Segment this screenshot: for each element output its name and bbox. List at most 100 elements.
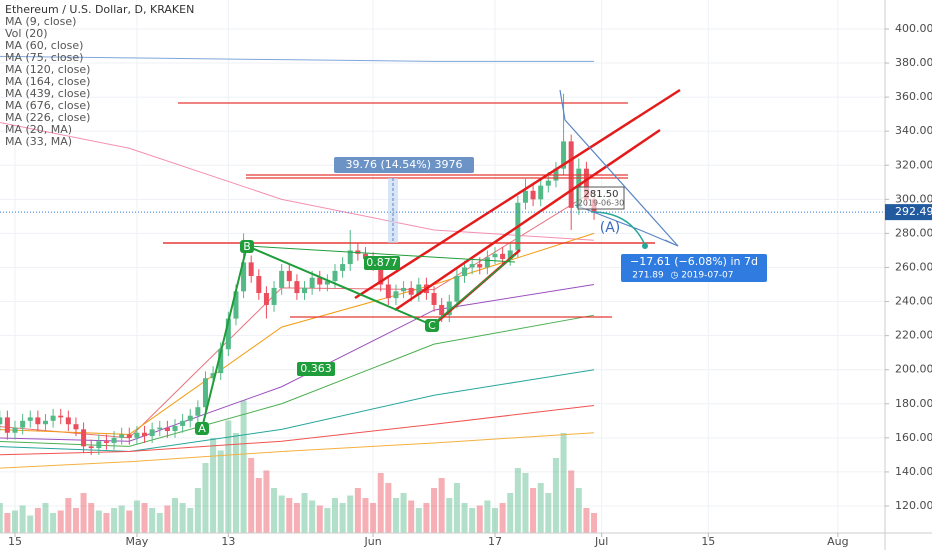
- legend-entry: MA (9, close): [5, 15, 76, 28]
- candle-body: [500, 253, 506, 259]
- y-tick-label: 240.00: [895, 295, 932, 308]
- legend-entry: MA (120, close): [5, 63, 90, 76]
- volume-bar: [111, 508, 118, 533]
- volume-bar: [80, 493, 87, 533]
- candle-body: [111, 437, 117, 443]
- volume-bar: [202, 463, 209, 533]
- volume-bar: [240, 400, 247, 533]
- volume: [0, 400, 598, 533]
- volume-bar: [88, 503, 95, 533]
- volume-bar: [476, 505, 483, 533]
- y-tick-label: 220.00: [895, 329, 932, 342]
- abc-line: [201, 244, 433, 429]
- y-tick-label: 400.00: [895, 22, 932, 35]
- candle-body: [180, 420, 186, 426]
- moving-average: [0, 284, 595, 442]
- abc-line: [246, 245, 516, 263]
- y-tick-label: 300.00: [895, 192, 932, 205]
- candle-body: [416, 284, 422, 295]
- legend-entry: MA (33, MA): [5, 135, 72, 148]
- volume-bar: [591, 513, 598, 533]
- candle-body: [248, 262, 254, 276]
- grid: [0, 0, 885, 533]
- volume-bar: [194, 488, 201, 533]
- candles: [0, 93, 597, 455]
- candle-body: [561, 141, 567, 169]
- y-tick-label: 340.00: [895, 124, 932, 137]
- candle-body: [271, 287, 277, 305]
- candle-body: [530, 190, 536, 200]
- volume-bar: [309, 500, 316, 533]
- volume-bar: [583, 508, 590, 533]
- candle-body: [378, 264, 384, 285]
- candle-body: [195, 407, 201, 416]
- candle-body: [187, 415, 193, 421]
- volume-bar: [331, 498, 338, 533]
- x-tick-label: 17: [488, 535, 502, 548]
- candle-body: [218, 349, 224, 374]
- y-tick-label: 160.00: [895, 431, 932, 444]
- volume-bar: [65, 498, 72, 533]
- legend: MA (9, close)Vol (20)MA (60, close)MA (7…: [5, 15, 90, 148]
- y-tick-label: 200.00: [895, 363, 932, 376]
- volume-bar: [255, 478, 262, 533]
- candle-body: [202, 378, 208, 408]
- last-price-label: 292.49: [895, 205, 932, 218]
- x-tick-label: 15: [701, 535, 715, 548]
- volume-bar: [149, 508, 156, 533]
- candle-body: [492, 253, 498, 258]
- volume-bar: [225, 420, 232, 533]
- forecast-change: −17.61 (−6.08%) in 7d: [630, 255, 758, 268]
- volume-bar: [362, 498, 369, 533]
- legend-entry: MA (164, close): [5, 75, 90, 88]
- volume-bar: [19, 505, 26, 533]
- candle-body: [73, 424, 79, 430]
- candle-body: [385, 284, 391, 299]
- y-tick-label: 360.00: [895, 90, 932, 103]
- candle-body: [96, 441, 102, 449]
- fib-label: 0.363: [300, 362, 332, 375]
- candle-body: [20, 420, 26, 428]
- volume-bar: [484, 500, 491, 533]
- volume-bar: [271, 488, 278, 533]
- candle-body: [225, 318, 231, 350]
- volume-bar: [324, 508, 331, 533]
- volume-bar: [446, 498, 453, 533]
- candle-body: [50, 415, 56, 421]
- volume-bar: [50, 513, 57, 533]
- forecast-arrow: [574, 204, 679, 247]
- volume-bar: [263, 470, 270, 533]
- chart-title: Ethereum / U.S. Dollar, D, KRAKEN: [5, 3, 194, 16]
- candle-body: [263, 293, 269, 305]
- volume-bar: [179, 503, 186, 533]
- candle-body: [172, 425, 178, 432]
- point-box: [195, 422, 209, 435]
- volume-bar: [385, 483, 392, 533]
- candle-body: [4, 417, 10, 433]
- axes: 120.00 140.00 160.00 180.00 200.00 220.00 240.…: [8, 22, 932, 548]
- volume-bar: [232, 433, 239, 533]
- volume-bar: [491, 508, 498, 533]
- wave-label: (A): [600, 220, 621, 236]
- candle-body: [81, 429, 87, 447]
- x-tick-label: May: [126, 535, 149, 548]
- moving-average: [0, 122, 595, 241]
- volume-bar: [156, 513, 163, 533]
- candle-body: [134, 432, 140, 438]
- volume-bar: [118, 505, 125, 533]
- forecast-path: [591, 211, 646, 246]
- candle-body: [210, 373, 216, 379]
- point-label: B: [243, 240, 251, 253]
- candle-body: [347, 250, 353, 265]
- candle-body: [164, 427, 170, 432]
- candle-body: [302, 287, 308, 294]
- forecast-point: [642, 243, 648, 249]
- volume-bar: [286, 498, 293, 533]
- candle-body: [286, 270, 292, 282]
- volume-bar: [469, 508, 476, 533]
- volume-bar: [316, 505, 323, 533]
- candle-body: [294, 281, 300, 294]
- candle-body: [340, 264, 346, 271]
- candle-body: [469, 264, 475, 268]
- volume-bar: [133, 500, 140, 533]
